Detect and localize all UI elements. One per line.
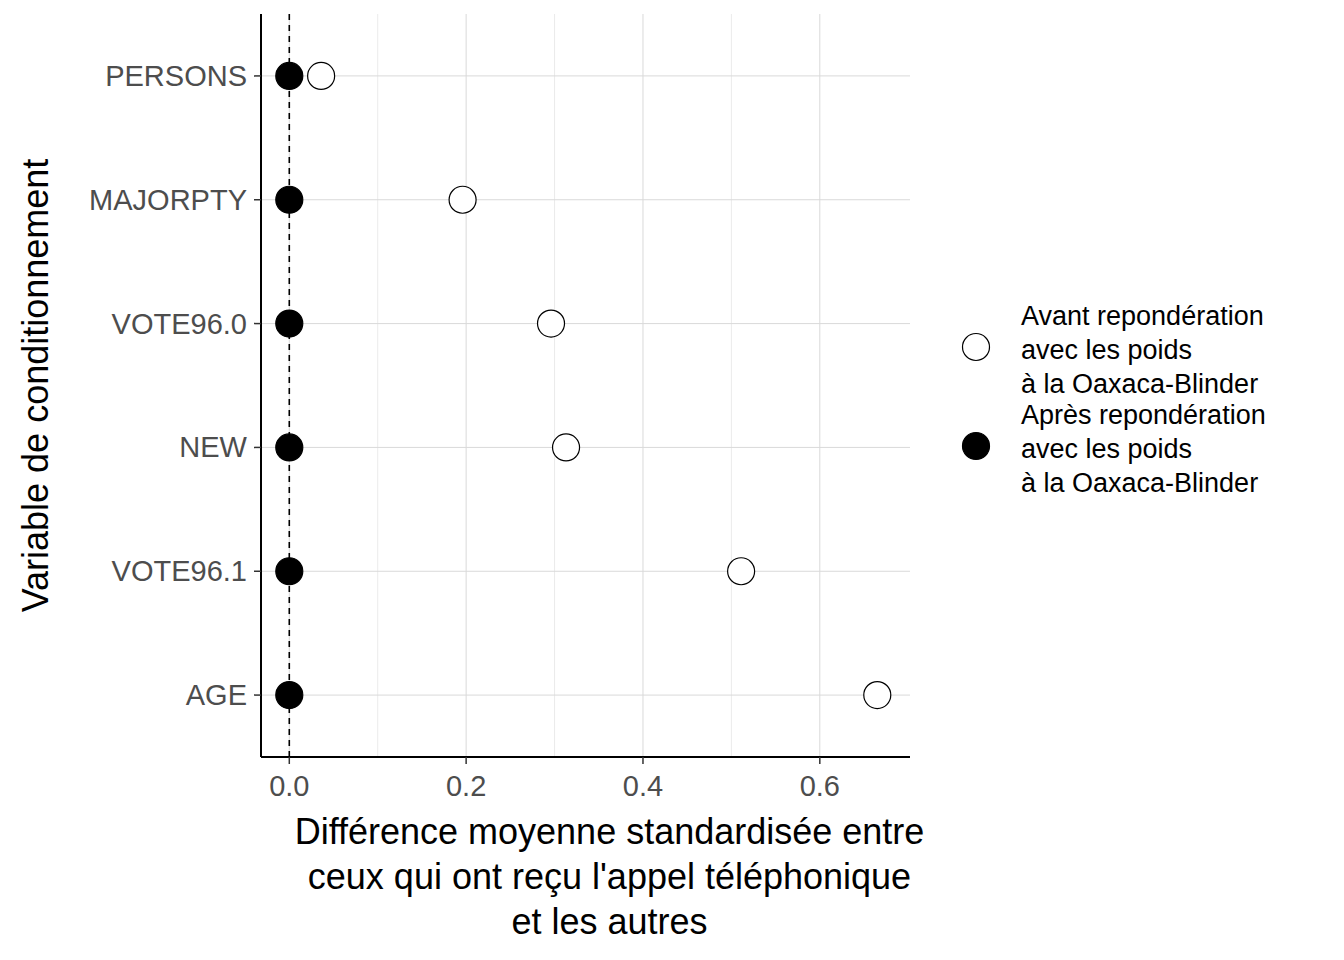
tick (254, 199, 261, 201)
tick (465, 757, 467, 764)
point (276, 434, 303, 461)
legend-marker (963, 433, 990, 460)
point (538, 310, 565, 337)
tick (254, 571, 261, 573)
tick-label: VOTE96.0 (112, 308, 247, 340)
tick-label: 0.4 (623, 770, 663, 802)
tick (254, 323, 261, 325)
grid-line (261, 323, 910, 324)
grid-line (261, 199, 910, 200)
tick-label: 0.6 (800, 770, 840, 802)
tick (254, 694, 261, 696)
point (728, 558, 755, 585)
grid-line (261, 695, 910, 696)
grid-line (642, 14, 643, 757)
point (864, 682, 891, 709)
x-axis (261, 756, 910, 758)
tick (254, 75, 261, 77)
grid-line (289, 14, 290, 757)
legend-label: Après repondérationavec les poidsà la Oa… (1021, 400, 1266, 498)
legend-marker (963, 334, 990, 361)
point (449, 186, 476, 213)
grid-line (261, 571, 910, 572)
minor-grid (377, 14, 378, 757)
tick-label: AGE (186, 679, 247, 711)
point (276, 558, 303, 585)
tick (289, 757, 291, 764)
point (276, 62, 303, 89)
x-axis-title: Différence moyenne standardisée entreceu… (295, 811, 925, 942)
y-axis (260, 14, 262, 757)
tick-label: 0.0 (269, 770, 309, 802)
grid-line (261, 447, 910, 448)
tick-label: VOTE96.1 (112, 555, 247, 587)
tick-label: PERSONS (105, 60, 247, 92)
point (276, 186, 303, 213)
tick (254, 447, 261, 449)
tick (819, 757, 821, 764)
chart: 0.0 0.2 0.4 0.6 PERSONS MAJORPTY VOTE96.0 NEW VO… (0, 0, 1344, 960)
minor-grid (554, 14, 555, 757)
grid-line (819, 14, 820, 757)
tick-label: MAJORPTY (89, 184, 247, 216)
point (276, 682, 303, 709)
reference-line (288, 14, 290, 757)
grid-line (466, 14, 467, 757)
tick-label: NEW (179, 431, 247, 463)
tick-label: 0.2 (446, 770, 486, 802)
point (276, 310, 303, 337)
legend-label: Avant repondérationavec les poidsà la Oa… (1021, 301, 1264, 399)
y-axis-title: Variable de conditionnement (15, 159, 56, 613)
tick (642, 757, 644, 764)
minor-grid (731, 14, 732, 757)
point (308, 62, 335, 89)
point (553, 434, 580, 461)
grid-line (261, 75, 910, 76)
points (276, 62, 891, 708)
